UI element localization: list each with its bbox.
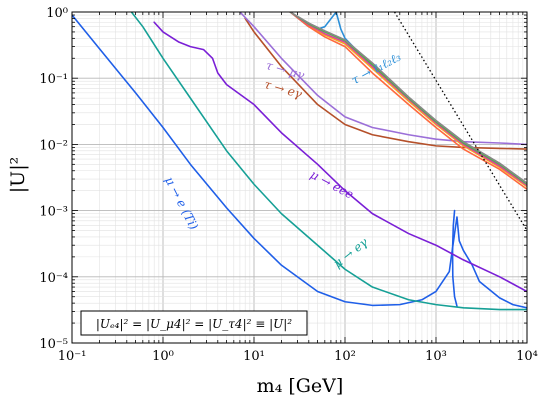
series-group: [72, 12, 527, 311]
series-line: [239, 12, 527, 146]
x-tick-label: 10⁰: [152, 349, 174, 364]
x-tick-label: 10⁴: [516, 349, 538, 364]
x-tick-label: 10⁻¹: [58, 349, 87, 364]
grid: [71, 12, 527, 344]
series-line: [289, 12, 527, 191]
dotted-line: [393, 12, 527, 231]
y-tick-label: 10⁻¹: [39, 72, 68, 87]
y-tick-label: 10⁻²: [39, 138, 68, 153]
x-tick-label: 10¹: [243, 349, 265, 364]
series-line: [153, 21, 527, 293]
plot-frame: [71, 11, 528, 344]
legend-box: [80, 310, 308, 336]
y-tick-label: 10⁻³: [39, 205, 68, 220]
y-tick-labels: 10⁻⁵ 10⁻⁴ 10⁻³ 10⁻² 10⁻¹ 10⁰: [39, 6, 68, 352]
series-line: [244, 17, 527, 150]
x-tick-label: 10³: [425, 349, 447, 364]
annotation-mu-e-gamma: μ → eγ: [331, 235, 372, 271]
series-line: [289, 12, 527, 187]
series-line: [451, 209, 458, 307]
x-tick-label: 10²: [334, 349, 356, 364]
series-line: [72, 14, 527, 309]
y-tick-label: 10⁻⁵: [39, 337, 68, 352]
annotation-mu-e-ti: μ → e (Ti): [162, 174, 201, 232]
annotation-mu-eee: μ → eee: [308, 167, 356, 201]
series-line: [289, 12, 527, 184]
x-axis-title: m₄ [GeV]: [257, 375, 344, 397]
y-axis-title: |U|²: [7, 157, 29, 193]
x-tick-labels: 10⁻¹ 10⁰ 10¹ 10² 10³ 10⁴: [58, 349, 538, 364]
series-line: [130, 12, 527, 311]
y-tick-label: 10⁰: [46, 6, 68, 21]
y-tick-label: 10⁻⁴: [39, 271, 68, 286]
ticks: [71, 12, 527, 344]
series-line: [289, 12, 527, 186]
legend-text: |Uₑ₄|² = |U_μ4|² = |U_τ4|² ≡ |U|²: [96, 317, 292, 331]
